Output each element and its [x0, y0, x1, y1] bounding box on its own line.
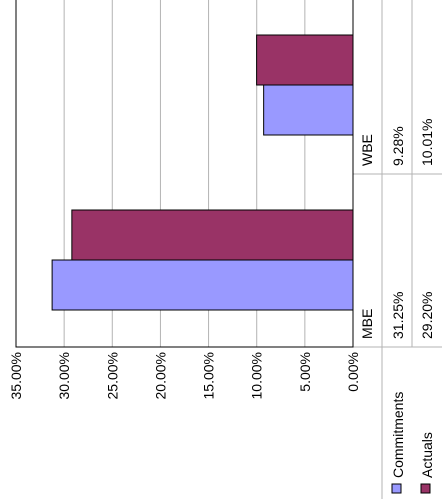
tick-label: 15.00%: [201, 352, 217, 399]
legend-label: Commitments: [390, 392, 406, 478]
category-label: MBE: [359, 309, 375, 339]
category-labels: MBE WBE: [359, 134, 375, 339]
tick-label: 10.00%: [249, 352, 265, 399]
legend-swatch: [392, 484, 401, 493]
tick-label: 0.00%: [345, 352, 361, 392]
legend-swatch: [421, 484, 430, 493]
tick-label: 35.00%: [8, 352, 24, 399]
legend-label: Actuals: [419, 432, 435, 478]
value-label: 10.01%: [419, 119, 435, 166]
value-label: 31.25%: [390, 292, 406, 339]
bar: [257, 35, 353, 85]
tick-label: 25.00%: [104, 352, 120, 399]
value-label: 9.28%: [390, 126, 406, 166]
value-label: 29.20%: [419, 292, 435, 339]
legend: Commitments Actuals: [390, 392, 435, 493]
value-axis-tick-labels: 0.00% 5.00% 10.00% 15.00% 20.00% 25.00% 30.00%…: [8, 352, 361, 399]
bar: [52, 260, 353, 310]
bars: [52, 35, 353, 310]
bar: [264, 85, 353, 135]
bar: [72, 210, 353, 260]
tick-label: 20.00%: [152, 352, 168, 399]
tick-label: 30.00%: [56, 352, 72, 399]
category-label: WBE: [359, 134, 375, 166]
tick-label: 5.00%: [297, 352, 313, 392]
